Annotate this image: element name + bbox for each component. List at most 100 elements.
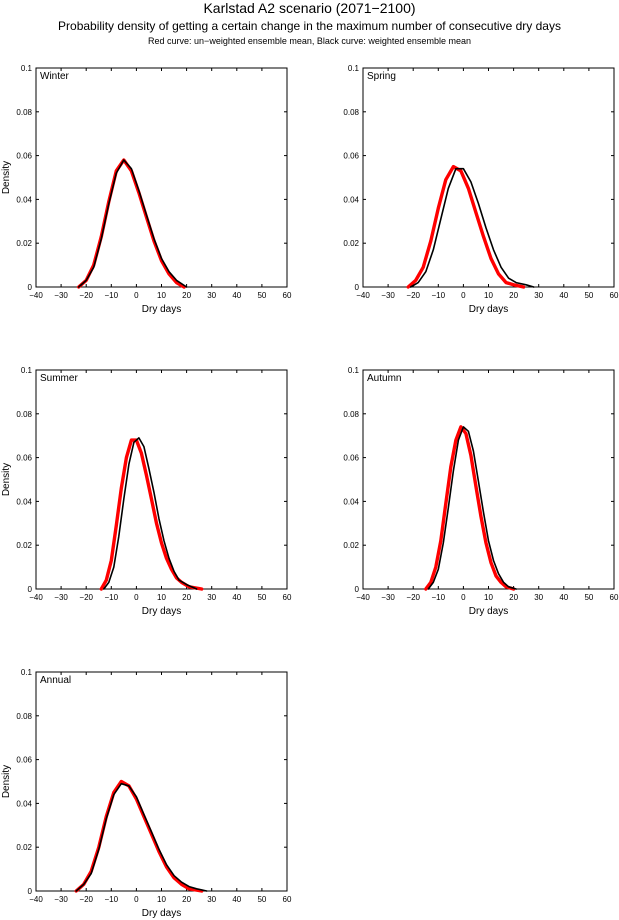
panel-label: Summer bbox=[40, 373, 78, 384]
x-tick-label: 50 bbox=[584, 291, 593, 300]
x-tick-label: −40 bbox=[29, 593, 43, 602]
y-tick-label: 0.04 bbox=[16, 799, 32, 808]
y-axis-label: Density bbox=[1, 161, 12, 194]
panel-annual: −40 −30 −20 −10 0 10 20 30 40 50 60 0 0.02 0.04 0.06 0.… bbox=[1, 668, 292, 919]
x-tick-label: 40 bbox=[232, 593, 241, 602]
y-tick-label: 0.04 bbox=[343, 195, 359, 204]
panel-summer: −40 −30 −20 −10 0 10 20 30 40 50 60 0 0.02 0.04 0.06 0.… bbox=[1, 366, 292, 617]
x-tick-label: −20 bbox=[406, 593, 420, 602]
panel-winter: −40 −30 −20 −10 0 10 20 30 40 50 60 0 0.02 0.04 0.06 0.… bbox=[1, 64, 292, 315]
x-tick-label: 50 bbox=[257, 895, 266, 904]
x-tick-label: 0 bbox=[134, 291, 139, 300]
y-tick-label: 0.06 bbox=[343, 454, 359, 463]
x-tick-label: 60 bbox=[610, 291, 619, 300]
y-tick-label: 0.04 bbox=[16, 195, 32, 204]
panel-label: Winter bbox=[40, 71, 70, 82]
y-tick-label: 0.02 bbox=[16, 239, 32, 248]
x-axis-label: Dry days bbox=[469, 304, 508, 315]
x-tick-label: −30 bbox=[381, 593, 395, 602]
x-tick-label: 0 bbox=[134, 895, 139, 904]
y-tick-label: 0 bbox=[28, 585, 33, 594]
x-tick-label: 0 bbox=[461, 291, 466, 300]
plot-frame bbox=[35, 67, 288, 288]
y-tick-label: 0.02 bbox=[343, 541, 359, 550]
x-tick-label: −10 bbox=[432, 593, 446, 602]
y-tick-label: 0 bbox=[355, 585, 360, 594]
figure-title: Karlstad A2 scenario (2071−2100) bbox=[203, 0, 416, 16]
y-tick-label: 0.02 bbox=[343, 239, 359, 248]
x-axis-label: Dry days bbox=[142, 304, 181, 315]
unweighted-mean-curve bbox=[99, 438, 204, 591]
y-axis-label: Density bbox=[1, 765, 12, 798]
weighted-mean-curve bbox=[77, 159, 188, 288]
x-tick-label: 30 bbox=[534, 291, 543, 300]
y-tick-label: 0.06 bbox=[16, 454, 32, 463]
x-tick-label: −30 bbox=[381, 291, 395, 300]
x-tick-label: −10 bbox=[105, 895, 119, 904]
x-tick-label: 30 bbox=[534, 593, 543, 602]
x-axis-label: Dry days bbox=[469, 606, 508, 617]
y-tick-label: 0.08 bbox=[16, 108, 32, 117]
x-tick-label: 10 bbox=[157, 895, 166, 904]
y-tick-label: 0 bbox=[355, 283, 360, 292]
y-tick-label: 0.06 bbox=[343, 152, 359, 161]
y-tick-label: 0.02 bbox=[16, 843, 32, 852]
y-tick-label: 0.08 bbox=[16, 712, 32, 721]
unweighted-mean-curve bbox=[74, 779, 204, 893]
panel-autumn: −40 −30 −20 −10 0 10 20 30 40 50 60 0 0.02 0.04 0.06 0.… bbox=[343, 366, 619, 617]
x-tick-label: −20 bbox=[406, 291, 420, 300]
x-tick-label: 60 bbox=[283, 895, 292, 904]
y-tick-label: 0.08 bbox=[343, 108, 359, 117]
plot-frame bbox=[35, 369, 288, 590]
y-tick-label: 0.06 bbox=[16, 756, 32, 765]
x-tick-label: −30 bbox=[54, 291, 68, 300]
x-tick-label: 40 bbox=[559, 291, 568, 300]
x-tick-label: 40 bbox=[559, 593, 568, 602]
x-tick-label: 10 bbox=[157, 291, 166, 300]
x-tick-label: 10 bbox=[484, 291, 493, 300]
weighted-mean-curve bbox=[427, 426, 517, 590]
x-tick-label: −10 bbox=[105, 291, 119, 300]
y-axis-label: Density bbox=[1, 463, 12, 496]
y-tick-label: 0 bbox=[28, 887, 33, 896]
x-tick-label: −40 bbox=[29, 291, 43, 300]
x-tick-label: −40 bbox=[356, 593, 370, 602]
y-tick-label: 0.1 bbox=[21, 668, 33, 677]
unweighted-mean-curve bbox=[424, 425, 516, 591]
figure-subtitle: Probability density of getting a certain… bbox=[58, 19, 561, 33]
x-tick-label: 10 bbox=[157, 593, 166, 602]
y-tick-label: 0.1 bbox=[348, 64, 360, 73]
x-tick-label: −10 bbox=[432, 291, 446, 300]
y-tick-label: 0.1 bbox=[348, 366, 360, 375]
x-tick-label: 20 bbox=[182, 291, 191, 300]
weighted-mean-curve bbox=[103, 437, 198, 590]
x-tick-label: 30 bbox=[207, 291, 216, 300]
x-tick-label: 20 bbox=[509, 291, 518, 300]
x-axis-label: Dry days bbox=[142, 908, 181, 919]
x-tick-label: 50 bbox=[257, 593, 266, 602]
x-tick-label: −20 bbox=[79, 291, 93, 300]
y-tick-label: 0.02 bbox=[16, 541, 32, 550]
x-tick-label: 10 bbox=[484, 593, 493, 602]
weighted-mean-curve bbox=[75, 782, 208, 892]
y-tick-label: 0.06 bbox=[16, 152, 32, 161]
x-tick-label: −40 bbox=[356, 291, 370, 300]
panel-spring: −40 −30 −20 −10 0 10 20 30 40 50 60 0 0.02 0.04 0.06 0.… bbox=[343, 64, 619, 315]
y-tick-label: 0 bbox=[28, 283, 33, 292]
x-tick-label: 40 bbox=[232, 291, 241, 300]
x-tick-label: 60 bbox=[283, 593, 292, 602]
panel-label: Annual bbox=[40, 675, 71, 686]
panel-label: Autumn bbox=[367, 373, 401, 384]
y-tick-label: 0.04 bbox=[343, 497, 359, 506]
x-tick-label: −30 bbox=[54, 593, 68, 602]
x-axis-label: Dry days bbox=[142, 606, 181, 617]
y-tick-label: 0.1 bbox=[21, 366, 33, 375]
x-tick-label: 30 bbox=[207, 593, 216, 602]
x-tick-label: 60 bbox=[610, 593, 619, 602]
unweighted-mean-curve bbox=[406, 164, 526, 289]
x-tick-label: 30 bbox=[207, 895, 216, 904]
figure-caption: Red curve: un−weighted ensemble mean, Bl… bbox=[148, 36, 471, 46]
x-tick-label: 40 bbox=[232, 895, 241, 904]
x-tick-label: 20 bbox=[182, 895, 191, 904]
